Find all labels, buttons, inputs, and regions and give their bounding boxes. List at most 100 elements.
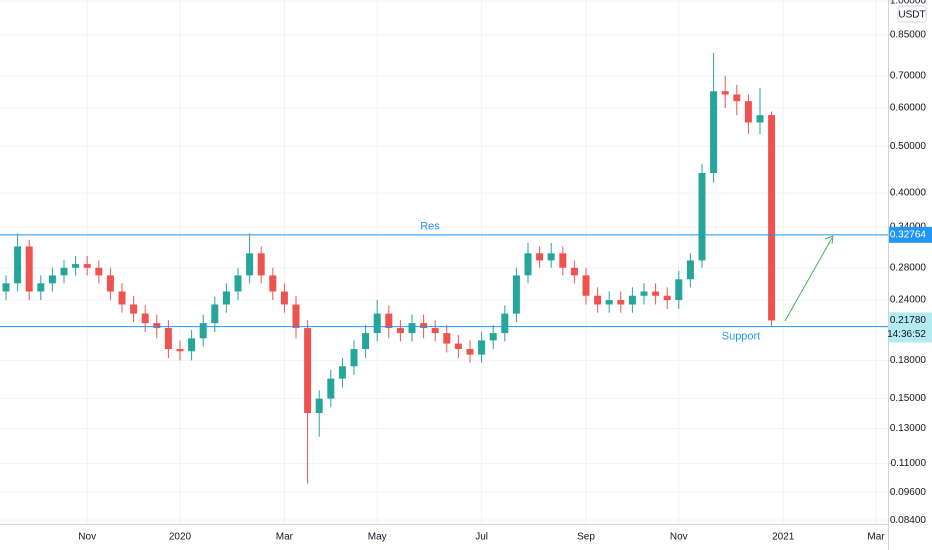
- level-badge-label: 0.32764: [890, 229, 927, 240]
- candle-body: [362, 333, 370, 350]
- candle-body: [14, 246, 22, 284]
- candle-body: [292, 304, 300, 329]
- x-tick-label: May: [368, 532, 387, 543]
- currency-box: [897, 5, 927, 23]
- y-tick-label: 0.60000: [890, 103, 927, 114]
- candle-body: [269, 275, 277, 292]
- candle-body: [466, 349, 474, 355]
- candle-body: [686, 260, 694, 280]
- candle-body: [338, 366, 346, 379]
- y-tick-label: 0.50000: [890, 141, 927, 152]
- axes: 1.00000 0.85000 0.70000 0.60000 0.50000 0.400…: [78, 0, 932, 543]
- candle-body: [652, 291, 660, 296]
- candle-body: [524, 253, 532, 276]
- candle-body: [83, 264, 91, 268]
- candle-body: [721, 91, 729, 95]
- x-tick-label: Sep: [577, 532, 595, 543]
- y-tick-label: 0.11000: [891, 458, 927, 469]
- candle-body: [2, 283, 10, 292]
- candle-body: [315, 398, 323, 414]
- candle-body: [385, 313, 393, 329]
- candle-body: [327, 378, 335, 399]
- candle-body: [95, 267, 103, 276]
- level-badge: [889, 226, 932, 243]
- trend-arrow: [784, 237, 833, 322]
- candle-body: [304, 328, 312, 414]
- candle-body: [176, 349, 184, 352]
- candle-body: [744, 101, 752, 123]
- y-tick-label: 1.00000: [890, 0, 927, 7]
- candle-body: [153, 323, 161, 329]
- y-tick-label: 0.24000: [890, 295, 927, 306]
- level-label: Support: [722, 331, 761, 343]
- candle-body: [106, 275, 114, 292]
- y-tick-label: 0.40000: [890, 188, 927, 199]
- candle-body: [559, 253, 567, 268]
- candle-body: [222, 291, 230, 305]
- x-tick-label: 2020: [169, 532, 192, 543]
- candle-body: [141, 313, 149, 324]
- x-tick-label: Jul: [475, 532, 488, 543]
- level-label: Res: [420, 221, 440, 233]
- candle-body: [396, 328, 404, 334]
- y-tick-label: 0.08400: [890, 515, 927, 526]
- candle-body: [211, 304, 219, 324]
- last-price-label: 0.21780: [890, 315, 927, 326]
- candle-body: [628, 295, 636, 305]
- candle-body: [199, 323, 207, 339]
- candle-body: [443, 333, 451, 344]
- x-tick-label: Nov: [670, 532, 688, 543]
- candle-body: [698, 173, 706, 261]
- candle-body: [280, 291, 288, 305]
- x-tick-label: 2021: [772, 532, 795, 543]
- candle-body: [663, 295, 671, 301]
- candle-body: [710, 91, 718, 174]
- candle-body: [501, 313, 509, 334]
- candle-body: [547, 253, 555, 261]
- candle-body: [489, 333, 497, 341]
- candle-body: [756, 115, 764, 123]
- candle-body: [478, 340, 486, 355]
- candle-body: [373, 313, 381, 334]
- candles: [2, 53, 776, 484]
- y-tick-label: 0.28000: [890, 262, 927, 273]
- y-tick-label: 0.85000: [890, 30, 927, 41]
- last-price-badge: [889, 312, 932, 343]
- candle-body: [234, 275, 242, 292]
- candle-body: [164, 328, 172, 350]
- candle-body: [512, 275, 520, 314]
- candle-body: [37, 283, 45, 292]
- candle-body: [675, 279, 683, 301]
- overlay: Res Support: [0, 221, 888, 343]
- arrow-head: [824, 235, 834, 245]
- x-tick-label: Mar: [867, 532, 885, 543]
- candle-body: [768, 115, 776, 321]
- candle-body: [431, 328, 439, 334]
- candle-body: [188, 338, 196, 352]
- candle-body: [130, 304, 138, 314]
- candle-body: [48, 275, 56, 284]
- grid: [0, 0, 888, 524]
- y-tick-label: 0.09600: [890, 487, 927, 498]
- currency-label: USDT: [898, 10, 925, 21]
- candle-body: [594, 295, 602, 305]
- y-tick-label: 0.18000: [890, 355, 927, 366]
- y-tick-label: 0.70000: [890, 70, 927, 81]
- y-tick-label: 0.13000: [890, 423, 927, 434]
- candle-body: [246, 253, 254, 276]
- y-tick-label: 0.15000: [890, 393, 927, 404]
- candle-body: [60, 267, 68, 276]
- candle-body: [617, 300, 625, 305]
- candle-body: [257, 253, 265, 276]
- candle-body: [570, 267, 578, 276]
- countdown: 14:36:52: [887, 329, 926, 340]
- candle-body: [350, 349, 358, 367]
- candle-body: [118, 291, 126, 305]
- candle-body: [25, 246, 33, 292]
- candle-body: [408, 323, 416, 334]
- candle-body: [72, 264, 80, 268]
- candle-body: [605, 300, 613, 305]
- candle-body: [733, 94, 741, 102]
